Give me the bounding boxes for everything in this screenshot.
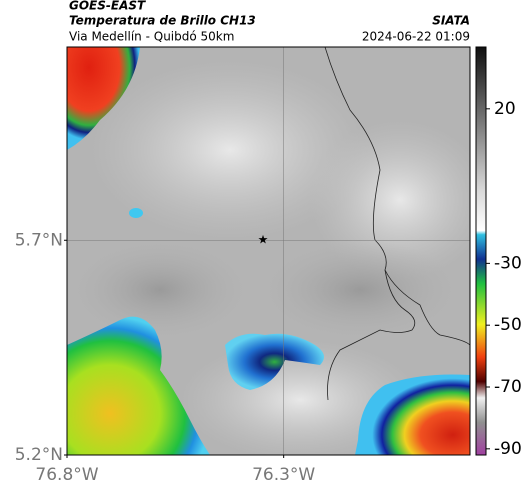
lat-tick-label: 5.7°N <box>15 230 63 250</box>
lon-tick-label: 76.8°W <box>35 465 98 485</box>
lon-tick-label: 76.3°W <box>252 465 315 485</box>
colorbar-tick-label: -50 <box>494 315 522 335</box>
map-frame <box>66 46 471 456</box>
colorbar-tick-label: -30 <box>494 253 522 273</box>
timestamp: 2024-06-22 01:09 <box>362 30 470 44</box>
source: SIATA <box>432 14 470 28</box>
lat-tick-label: 5.2°N <box>15 445 63 465</box>
region: Via Medellín - Quibdó 50km <box>69 30 234 44</box>
satellite-image <box>67 47 470 455</box>
colorbar-tick-label: -70 <box>494 377 522 397</box>
colorbar-tick-label: -90 <box>494 439 522 459</box>
satellite: GOES-EAST <box>69 0 146 13</box>
location-star: ★ <box>258 233 269 247</box>
product: Temperatura de Brillo CH13 <box>69 14 256 28</box>
colorbar-tick-label: 20 <box>494 99 516 119</box>
colorbar <box>475 46 487 456</box>
